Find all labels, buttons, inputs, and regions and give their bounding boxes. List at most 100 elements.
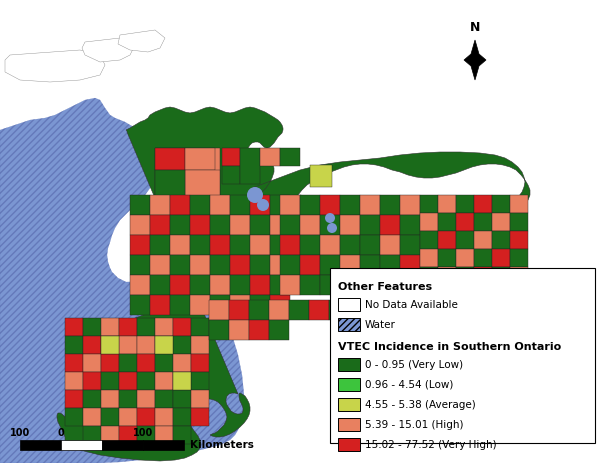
Bar: [280, 148, 300, 166]
Bar: [65, 372, 83, 390]
Bar: [338, 298, 360, 311]
Bar: [270, 295, 290, 315]
Bar: [270, 275, 290, 295]
Bar: [510, 231, 528, 249]
Bar: [150, 295, 170, 315]
Bar: [300, 275, 320, 295]
Bar: [119, 372, 137, 390]
Polygon shape: [82, 38, 135, 62]
Bar: [210, 195, 230, 215]
Bar: [400, 275, 420, 295]
Bar: [270, 235, 290, 255]
Bar: [170, 235, 190, 255]
Bar: [270, 215, 290, 235]
Bar: [300, 235, 320, 255]
Bar: [270, 255, 290, 275]
Bar: [229, 300, 249, 320]
Bar: [340, 195, 360, 215]
Bar: [340, 235, 360, 255]
Bar: [170, 215, 190, 235]
Bar: [510, 267, 528, 285]
Bar: [438, 195, 456, 213]
Text: 100: 100: [133, 428, 153, 438]
Bar: [191, 336, 209, 354]
Bar: [101, 408, 119, 426]
Bar: [83, 408, 101, 426]
Bar: [83, 318, 101, 336]
Bar: [119, 408, 137, 426]
Bar: [170, 295, 190, 315]
Bar: [380, 275, 400, 295]
Bar: [119, 354, 137, 372]
Bar: [420, 195, 438, 213]
Circle shape: [327, 223, 337, 233]
Bar: [150, 275, 170, 295]
Bar: [191, 390, 209, 408]
Bar: [209, 320, 229, 340]
Bar: [438, 249, 456, 267]
Text: 0 - 0.95 (Very Low): 0 - 0.95 (Very Low): [365, 359, 463, 369]
Bar: [150, 195, 170, 215]
Bar: [130, 235, 150, 255]
Bar: [143, 440, 184, 450]
Bar: [269, 300, 289, 320]
Bar: [65, 408, 83, 426]
Bar: [230, 235, 250, 255]
Bar: [173, 390, 191, 408]
Bar: [456, 249, 474, 267]
Bar: [329, 300, 349, 320]
Bar: [492, 249, 510, 267]
Bar: [438, 231, 456, 249]
Bar: [492, 267, 510, 285]
Bar: [190, 195, 210, 215]
Bar: [270, 195, 290, 215]
Bar: [474, 249, 492, 267]
Bar: [173, 372, 191, 390]
Circle shape: [257, 199, 269, 211]
Bar: [309, 300, 329, 320]
Bar: [269, 320, 289, 340]
Bar: [492, 213, 510, 231]
Bar: [101, 318, 119, 336]
Bar: [380, 195, 400, 215]
Bar: [360, 235, 380, 255]
Bar: [474, 267, 492, 285]
Bar: [250, 215, 270, 235]
Bar: [340, 255, 360, 275]
Bar: [310, 165, 332, 187]
Bar: [65, 354, 83, 372]
Bar: [137, 372, 155, 390]
Polygon shape: [57, 107, 530, 461]
Bar: [400, 235, 420, 255]
Bar: [102, 440, 143, 450]
Bar: [300, 195, 320, 215]
Text: 15.02 - 77.52 (Very High): 15.02 - 77.52 (Very High): [365, 439, 497, 450]
Bar: [150, 235, 170, 255]
Bar: [137, 318, 155, 336]
Bar: [230, 195, 250, 215]
Bar: [300, 255, 320, 275]
Bar: [360, 275, 380, 295]
Bar: [510, 195, 528, 213]
Bar: [101, 372, 119, 390]
Bar: [170, 275, 190, 295]
Bar: [420, 213, 438, 231]
Bar: [230, 255, 250, 275]
Bar: [330, 268, 595, 443]
Bar: [170, 195, 190, 215]
Text: No Data Available: No Data Available: [365, 300, 458, 309]
Bar: [420, 249, 438, 267]
Bar: [155, 148, 185, 170]
Bar: [456, 231, 474, 249]
Bar: [155, 390, 173, 408]
Circle shape: [325, 213, 335, 223]
Bar: [400, 195, 420, 215]
Bar: [65, 390, 83, 408]
Bar: [320, 275, 340, 295]
Bar: [155, 336, 173, 354]
Bar: [438, 267, 456, 285]
Bar: [155, 372, 173, 390]
Bar: [119, 390, 137, 408]
Bar: [185, 170, 220, 198]
Bar: [400, 215, 420, 235]
